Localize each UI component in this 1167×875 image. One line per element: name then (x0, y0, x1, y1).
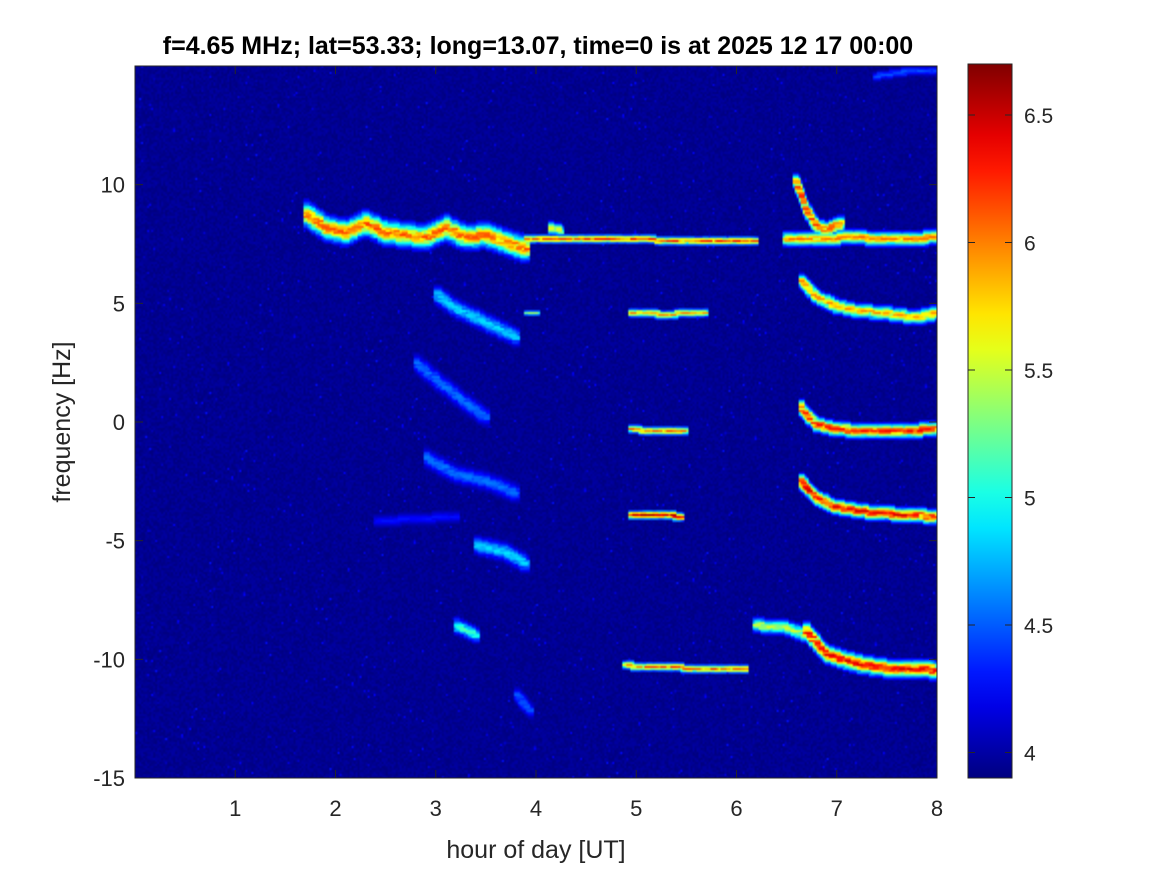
y-axis-ticks: -15 -10 -5 0 5 10 (93, 173, 937, 791)
x-tick-label: 2 (329, 796, 341, 821)
y-tick-label: 10 (101, 173, 125, 198)
x-tick-label: 1 (229, 796, 241, 821)
x-axis-label: hour of day [UT] (446, 836, 625, 864)
plot-area (134, 65, 938, 779)
colorbar-gradient (968, 64, 1012, 778)
colorbar-ticks: 4 4.5 5 5.5 6 6.5 (968, 105, 1053, 766)
x-tick-label: 3 (430, 796, 442, 821)
colorbar: 4 4.5 5 5.5 6 6.5 (967, 63, 1053, 779)
y-tick-label: -10 (93, 647, 125, 672)
colorbar-tick-label: 5 (1024, 488, 1036, 511)
y-tick-label: 0 (113, 410, 125, 435)
heatmap-image (135, 66, 937, 778)
colorbar-tick-label: 4 (1024, 743, 1036, 766)
x-tick-label: 4 (530, 796, 542, 821)
x-tick-label: 7 (831, 796, 843, 821)
y-tick-label: -5 (105, 529, 125, 554)
colorbar-tick-label: 5.5 (1024, 360, 1053, 383)
colorbar-frame (967, 63, 1013, 779)
x-axis-ticks: 1 2 3 4 5 6 7 8 (229, 66, 943, 821)
colorbar-tick-label: 6 (1024, 233, 1036, 256)
y-tick-label: 5 (113, 291, 125, 316)
y-axis-label: frequency [Hz] (48, 341, 76, 502)
colorbar-tick-label: 4.5 (1024, 615, 1053, 638)
x-tick-label: 8 (931, 796, 943, 821)
colorbar-tick-label: 6.5 (1024, 105, 1053, 128)
x-tick-label: 5 (630, 796, 642, 821)
chart-title: f=4.65 MHz; lat=53.33; long=13.07, time=… (163, 32, 913, 60)
x-tick-label: 6 (730, 796, 742, 821)
y-tick-label: -15 (93, 766, 125, 791)
